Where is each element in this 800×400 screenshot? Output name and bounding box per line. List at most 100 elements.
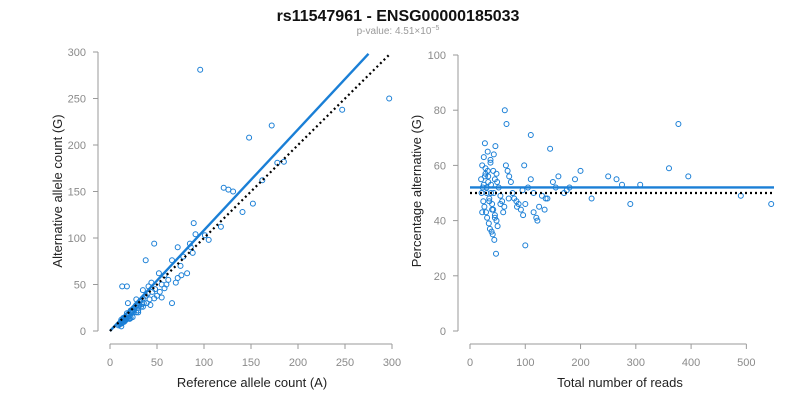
percentage-point: [503, 121, 510, 127]
percentage-point: [489, 231, 496, 238]
allele-counts-y-tick-label: 150: [68, 187, 86, 199]
percentage-point: [478, 176, 485, 183]
percentage-point: [527, 132, 534, 138]
percentage-point: [481, 140, 488, 147]
percentage-point: [500, 209, 507, 216]
percentage-point: [501, 203, 508, 210]
percentage-point: [666, 165, 672, 172]
allele-counts-point: [121, 318, 128, 325]
allele-counts-point: [172, 279, 179, 286]
panel-percentage: Total number of reads Percentage alterna…: [409, 50, 775, 390]
percentage-point: [514, 203, 520, 210]
percentage-point: [481, 173, 488, 180]
allele-counts-y-tick-label: 200: [68, 140, 86, 152]
allele-counts-x-tick-label: 0: [107, 357, 113, 369]
allele-counts-point: [133, 309, 140, 316]
percentage-point: [768, 201, 775, 207]
percentage-point: [505, 195, 512, 202]
allele-counts-point: [139, 287, 146, 294]
percentage-point: [484, 148, 491, 155]
percentage-point: [491, 212, 498, 219]
percentage-point: [482, 165, 489, 172]
allele-counts-point: [119, 283, 126, 290]
percentage-y-tick-label: 0: [440, 326, 446, 338]
percentage-point: [487, 159, 494, 166]
allele-counts-point: [217, 223, 224, 230]
percentage-point: [675, 121, 682, 127]
percentage-point: [517, 206, 524, 213]
percentage-point: [577, 167, 584, 174]
percentage-point: [488, 190, 494, 196]
allele-counts-y-tick-label: 100: [68, 233, 86, 245]
allele-counts-point: [339, 106, 346, 113]
percentage-point: [534, 217, 541, 224]
percentage-point: [491, 236, 498, 243]
percentage-point: [484, 214, 491, 221]
percentage-point: [527, 176, 534, 183]
percentage-y-tick-label: 100: [428, 50, 446, 62]
allele-counts-point: [259, 177, 266, 184]
allele-counts-point: [190, 220, 197, 227]
percentage-point: [487, 156, 494, 163]
percentage-point: [549, 179, 556, 185]
percentage-point: [491, 176, 498, 183]
allele-counts-x-tick-label: 100: [195, 357, 213, 369]
allele-counts-point: [163, 281, 170, 288]
allele-counts-point: [127, 315, 134, 321]
panel-allele-counts: Reference allele count (A) Alternative a…: [50, 47, 401, 390]
percentage-x-tick-label: 0: [467, 357, 473, 369]
percentage-point: [479, 162, 486, 169]
percentage-y-tick-label: 80: [434, 105, 446, 117]
percentage-point: [536, 203, 543, 210]
allele-counts-x-tick-label: 50: [151, 357, 163, 369]
allele-counts-point: [135, 307, 142, 314]
allele-counts-x-tick-label: 150: [242, 357, 260, 369]
allele-counts-point: [124, 300, 131, 307]
allele-counts-point: [189, 249, 196, 256]
percentage-point: [544, 195, 551, 202]
percentage-point: [480, 154, 487, 161]
percentage-point: [605, 173, 612, 180]
allele-counts-point: [178, 272, 185, 279]
allele-counts-point: [142, 257, 149, 264]
allele-counts-point: [249, 200, 256, 207]
panel-percentage-x-label: Total number of reads: [557, 375, 683, 390]
percentage-point: [501, 107, 508, 114]
percentage-point: [492, 143, 499, 150]
allele-counts-x-tick-label: 250: [336, 357, 354, 369]
allele-counts-point: [246, 134, 253, 141]
percentage-point: [490, 167, 497, 174]
percentage-point: [555, 173, 562, 180]
percentage-point: [483, 209, 489, 216]
allele-counts-point: [268, 122, 275, 129]
allele-counts-y-tick-label: 250: [68, 94, 86, 106]
percentage-point: [506, 173, 513, 180]
percentage-point: [547, 145, 554, 152]
percentage-x-tick-label: 100: [516, 357, 534, 369]
allele-counts-point: [184, 270, 191, 277]
percentage-point: [488, 228, 495, 235]
percentage-point: [521, 162, 528, 169]
panel-allele-counts-x-label: Reference allele count (A): [177, 375, 327, 390]
allele-counts-point: [174, 244, 181, 251]
percentage-point: [480, 198, 487, 205]
percentage-x-tick-label: 300: [627, 357, 645, 369]
percentage-point: [627, 201, 634, 207]
percentage-point: [520, 212, 527, 219]
panel-percentage-y-label: Percentage alternative (G): [409, 115, 424, 267]
allele-counts-point: [151, 240, 158, 247]
chart-title: rs11547961 - ENSG00000185033: [277, 8, 520, 25]
percentage-point: [481, 203, 488, 210]
p-value-text: p-value: 4.51×10: [357, 26, 432, 37]
percentage-point: [497, 201, 504, 207]
percentage-x-tick-label: 200: [571, 357, 589, 369]
percentage-point: [502, 162, 509, 169]
percentage-point: [479, 209, 486, 216]
percentage-point: [493, 170, 500, 177]
percentage-point: [522, 242, 529, 249]
panel-allele-counts-y-label: Alternative allele count (G): [50, 114, 65, 267]
allele-counts-point: [151, 295, 158, 302]
percentage-point: [486, 195, 493, 202]
percentage-point: [493, 250, 499, 257]
